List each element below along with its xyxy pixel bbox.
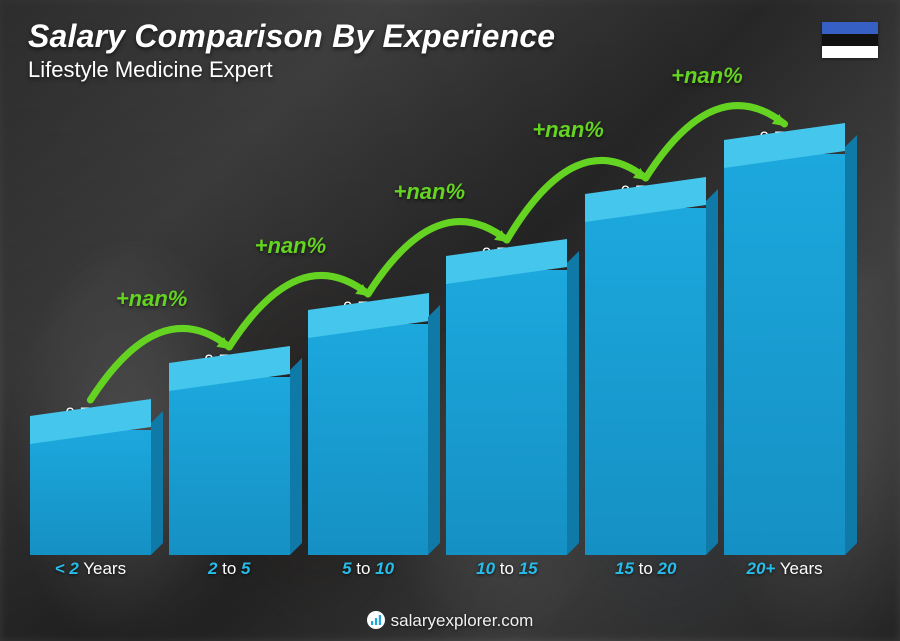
bar-column: 0 EUR [585,182,706,555]
bar-chart: 0 EUR0 EUR0 EUR0 EUR0 EUR0 EUR +nan%+nan… [30,110,845,583]
x-label-suffix: Years [79,559,126,578]
x-label-prefix: < 2 [55,559,79,578]
flag-stripe-3 [822,46,878,58]
bar-front-face [585,208,706,555]
x-axis-label: 15 to 20 [585,559,706,583]
x-label-prefix: 5 [342,559,351,578]
bar-side-face [706,189,718,555]
x-label-mid: to [495,559,519,578]
x-label-suffix2: 15 [519,559,538,578]
x-label-mid: to [352,559,376,578]
footer-site: salaryexplorer.com [391,611,534,630]
bar-column: 0 EUR [30,404,151,555]
bar [585,208,706,555]
header: Salary Comparison By Experience Lifestyl… [28,18,810,83]
bars-container: 0 EUR0 EUR0 EUR0 EUR0 EUR0 EUR [30,110,845,555]
x-label-prefix: 15 [615,559,634,578]
bar [446,270,567,555]
x-axis-label: < 2 Years [30,559,151,583]
bar-front-face [169,377,290,555]
bar-side-face [567,251,579,555]
x-axis-label: 5 to 10 [308,559,429,583]
bar-column: 0 EUR [446,244,567,555]
x-label-mid: to [634,559,658,578]
bar-front-face [308,324,429,555]
x-label-prefix: 20+ [747,559,776,578]
chart-title: Salary Comparison By Experience [28,18,810,55]
bar [169,377,290,555]
footer: salaryexplorer.com [0,611,900,631]
x-label-suffix2: 5 [241,559,250,578]
bar-front-face [446,270,567,555]
bar-side-face [845,135,857,555]
x-axis-label: 2 to 5 [169,559,290,583]
bar-side-face [428,305,440,555]
bar-front-face [30,430,151,555]
bar [724,154,845,555]
logo-icon [367,611,385,629]
x-label-suffix: Years [775,559,822,578]
x-label-prefix: 2 [208,559,217,578]
x-axis: < 2 Years2 to 55 to 1010 to 1515 to 2020… [30,559,845,583]
bar-column: 0 EUR [724,128,845,555]
flag-stripe-1 [822,22,878,34]
bar-column: 0 EUR [308,298,429,555]
bar-front-face [724,154,845,555]
chart-subtitle: Lifestyle Medicine Expert [28,57,810,83]
bar-side-face [290,358,302,555]
bar [308,324,429,555]
bar [30,430,151,555]
country-flag-icon [822,22,878,58]
flag-stripe-2 [822,34,878,46]
bar-column: 0 EUR [169,351,290,555]
x-axis-label: 10 to 15 [446,559,567,583]
x-label-suffix2: 20 [658,559,677,578]
x-label-mid: to [217,559,241,578]
x-label-prefix: 10 [476,559,495,578]
x-label-suffix2: 10 [375,559,394,578]
x-axis-label: 20+ Years [724,559,845,583]
bar-side-face [151,411,163,555]
